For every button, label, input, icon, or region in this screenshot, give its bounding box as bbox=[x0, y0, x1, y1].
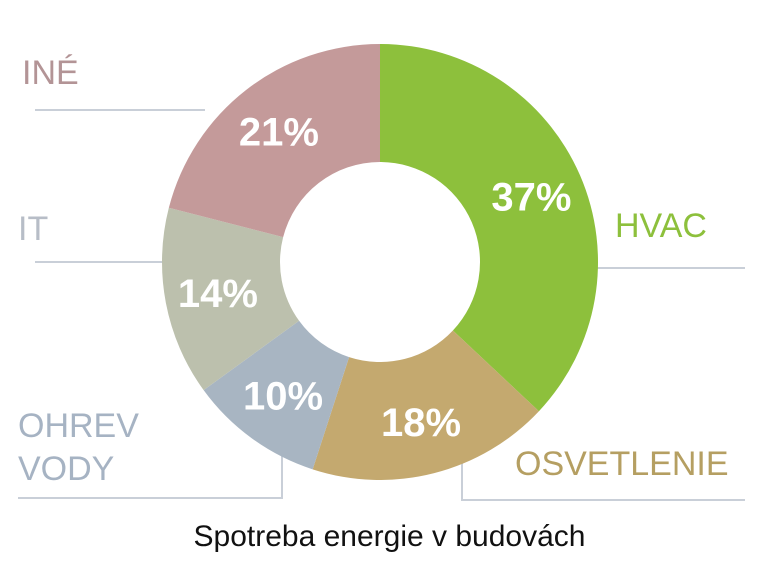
category-label-osvetlenie: OSVETLENIE bbox=[515, 445, 729, 483]
leader-line-ohrev-vody bbox=[18, 440, 283, 499]
slice-value-hvac: 37% bbox=[491, 175, 571, 219]
category-label-ohrev-vody-line1: OHREV bbox=[18, 407, 139, 445]
slice-value-ine: 21% bbox=[239, 111, 319, 155]
donut-slices bbox=[162, 44, 598, 480]
slice-value-it: 14% bbox=[178, 272, 258, 316]
slice-value-osvetlenie: 18% bbox=[381, 401, 461, 445]
category-label-hvac: HVAC bbox=[615, 207, 707, 245]
chart-title: Spotreba energie v budovách bbox=[193, 520, 586, 553]
percentage-labels: 37% 18% 10% 14% 21% bbox=[178, 111, 572, 445]
category-label-ine: INÉ bbox=[22, 54, 79, 92]
category-label-ohrev-vody-line2: VODY bbox=[18, 450, 114, 488]
slice-value-ohrev-vody: 10% bbox=[243, 374, 323, 418]
slice-it bbox=[162, 207, 300, 391]
slice-ine bbox=[168, 44, 380, 238]
slice-ohrev-vody bbox=[203, 320, 350, 470]
slice-osvetlenie bbox=[312, 330, 539, 480]
category-label-it: IT bbox=[18, 210, 48, 248]
slice-hvac bbox=[380, 44, 598, 412]
